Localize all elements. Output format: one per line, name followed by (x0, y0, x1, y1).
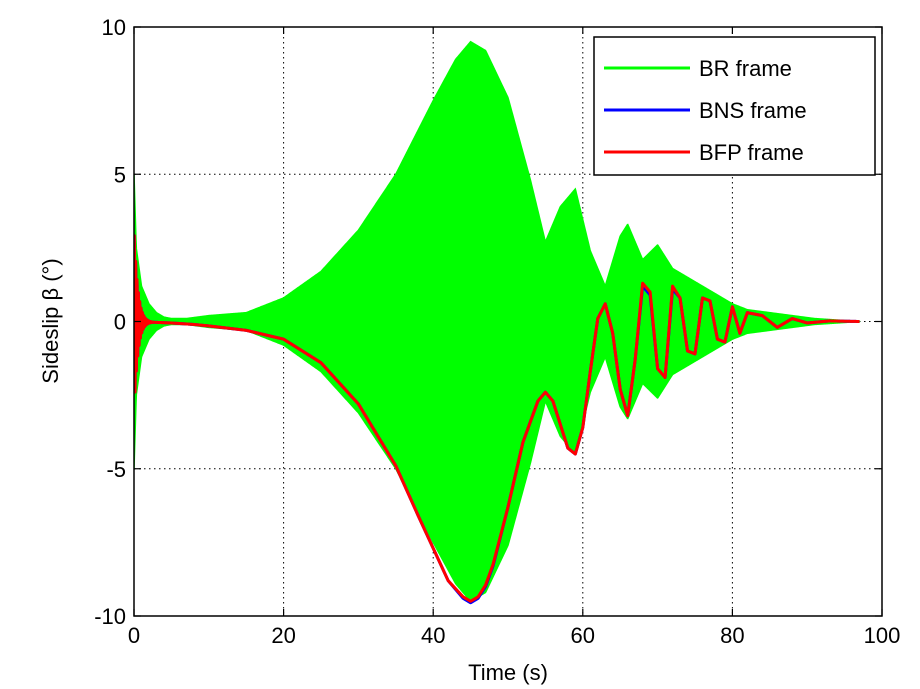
legend: BR frame BNS frame BFP frame (593, 36, 876, 176)
y-tick-label: 10 (102, 15, 126, 40)
y-tick-label: 5 (114, 162, 126, 187)
y-axis-label: Sideslip β (°) (38, 258, 63, 383)
x-tick-label: 80 (720, 623, 744, 648)
legend-label-br: BR frame (699, 56, 792, 81)
series-bfp-frame (134, 234, 861, 603)
y-tick-label: -10 (94, 604, 126, 629)
x-tick-label: 40 (421, 623, 445, 648)
x-tick-label: 0 (128, 623, 140, 648)
x-tick-label: 20 (271, 623, 295, 648)
y-tick-label: -5 (106, 457, 126, 482)
legend-label-bfp: BFP frame (699, 140, 804, 165)
y-tick-label: 0 (114, 310, 126, 335)
x-tick-label: 100 (864, 623, 901, 648)
legend-label-bns: BNS frame (699, 98, 807, 123)
x-tick-label: 60 (571, 623, 595, 648)
x-axis-label: Time (s) (468, 660, 548, 685)
